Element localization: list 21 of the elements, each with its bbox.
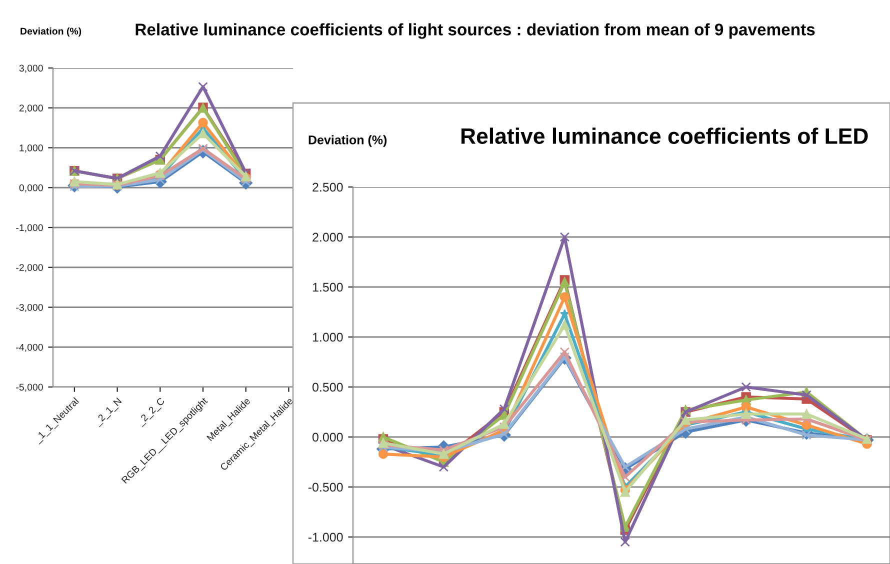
chart-title: Relative luminance coefficients of LED	[461, 128, 868, 144]
y-tick-label: 2.000	[312, 232, 343, 242]
y-tick-label: -2,000	[16, 264, 43, 272]
y-axis-title: Deviation (%)	[20, 27, 82, 37]
y-tick-label: -1.000	[308, 532, 343, 542]
y-tick-label: -3,000	[16, 304, 43, 312]
y-tick-label: -4,000	[16, 344, 43, 352]
y-tick-label: 1.000	[312, 332, 343, 342]
y-tick-label: 2.500	[312, 182, 343, 192]
y-tick-label: -5,000	[16, 384, 43, 392]
text: Relative luminance coefficients of light sources : deviation from mean of 9 pavements	[136, 23, 815, 39]
y-axis-title: Deviation (%)	[308, 135, 387, 147]
y-tick-label: 1,000	[20, 144, 43, 153]
y-tick-label: 0,000	[19, 184, 43, 192]
y-tick-label: 3,000	[19, 64, 43, 73]
y-tick-label: 0.000	[312, 432, 343, 442]
y-tick-label: 0.500	[312, 382, 343, 392]
y-tick-label: 1.500	[312, 282, 343, 292]
y-tick-label: -0.500	[308, 482, 343, 492]
y-tick-label: 2,000	[19, 104, 43, 113]
y-tick-label: -1,000	[16, 224, 43, 232]
